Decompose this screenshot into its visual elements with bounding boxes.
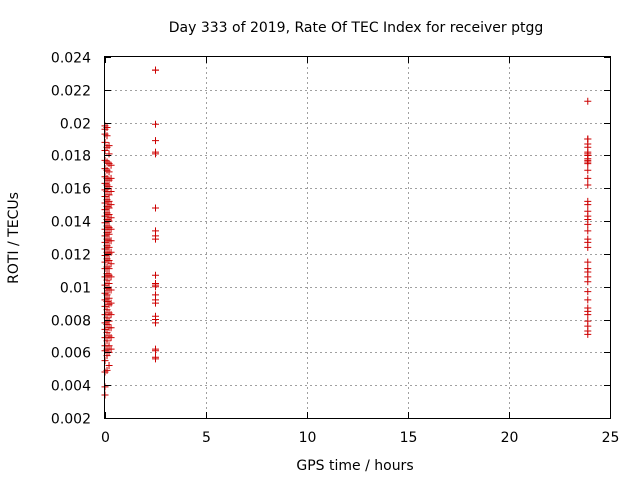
data-point	[584, 174, 592, 182]
data-point	[107, 237, 115, 245]
data-point	[107, 345, 115, 353]
data-point	[584, 317, 592, 325]
data-point	[584, 258, 592, 266]
data-point	[105, 317, 113, 325]
chart-title: Day 333 of 2019, Rate Of TEC Index for r…	[169, 20, 544, 36]
data-point	[107, 286, 115, 294]
data-point	[152, 345, 159, 353]
data-point	[105, 279, 113, 287]
data-point	[105, 168, 113, 176]
data-point	[105, 265, 113, 273]
data-points	[101, 66, 592, 399]
data-point	[584, 181, 592, 189]
grid-lines	[105, 57, 610, 418]
y-axis-label: ROTI / TECUs	[6, 192, 22, 284]
data-point	[152, 312, 159, 320]
data-point	[105, 294, 113, 302]
x-tick-labels: 0 5 10 15 20 25	[101, 430, 619, 446]
data-point	[152, 148, 159, 156]
data-point	[152, 137, 159, 145]
data-point	[584, 304, 592, 312]
data-point	[584, 296, 592, 304]
data-point	[107, 299, 115, 307]
y-tick-labels: 0.002 0.004 0.006 0.008 0.01 0.012 0.014 0.016 0…	[51, 51, 91, 428]
data-point	[152, 291, 159, 299]
x-tick-label: 10	[299, 430, 317, 446]
data-point	[105, 150, 113, 158]
x-tick-label: 15	[400, 430, 418, 446]
x-tick-label: 20	[501, 430, 519, 446]
y-tick-label: 0.002	[51, 412, 91, 428]
data-point	[584, 288, 592, 296]
data-point	[107, 225, 115, 233]
data-point	[107, 201, 115, 209]
y-tick-label: 0.02	[60, 117, 91, 133]
y-tick-label: 0.016	[51, 182, 91, 198]
data-point	[107, 273, 115, 281]
x-axis-label: GPS time / hours	[296, 458, 413, 474]
data-point	[584, 235, 592, 243]
data-point	[152, 353, 159, 361]
data-point	[107, 248, 115, 256]
x-tick-label: 0	[101, 430, 110, 446]
data-point	[107, 214, 115, 222]
data-point	[152, 279, 159, 287]
data-point	[584, 227, 592, 235]
data-point	[584, 207, 592, 215]
data-point	[107, 324, 115, 332]
x-tick-label: 5	[202, 430, 211, 446]
data-point	[105, 230, 113, 238]
data-point	[107, 260, 115, 268]
data-point	[107, 161, 115, 169]
x-tick-label: 25	[602, 430, 620, 446]
data-point	[584, 166, 592, 174]
data-point	[107, 334, 115, 342]
y-tick-label: 0.01	[60, 281, 91, 297]
y-tick-label: 0.006	[51, 346, 91, 362]
data-point	[107, 174, 115, 182]
data-point	[105, 361, 113, 369]
axis-ticks	[105, 57, 611, 419]
data-point	[152, 271, 159, 279]
data-point	[152, 66, 159, 74]
y-tick-label: 0.012	[51, 248, 91, 264]
y-tick-label: 0.014	[51, 215, 91, 231]
y-tick-label: 0.004	[51, 379, 91, 395]
y-tick-label: 0.008	[51, 314, 91, 330]
data-point	[152, 227, 159, 235]
data-point	[152, 204, 159, 212]
data-point	[107, 188, 115, 196]
data-point	[105, 243, 113, 251]
y-tick-label: 0.024	[51, 51, 91, 67]
data-point	[105, 142, 113, 150]
data-point	[584, 197, 592, 205]
data-point	[584, 135, 592, 143]
data-point	[584, 265, 592, 273]
data-point	[584, 97, 592, 105]
data-point	[107, 311, 115, 319]
data-point	[152, 120, 159, 128]
y-tick-label: 0.018	[51, 149, 91, 165]
plot-frame	[104, 56, 611, 419]
y-tick-label: 0.022	[51, 84, 91, 100]
